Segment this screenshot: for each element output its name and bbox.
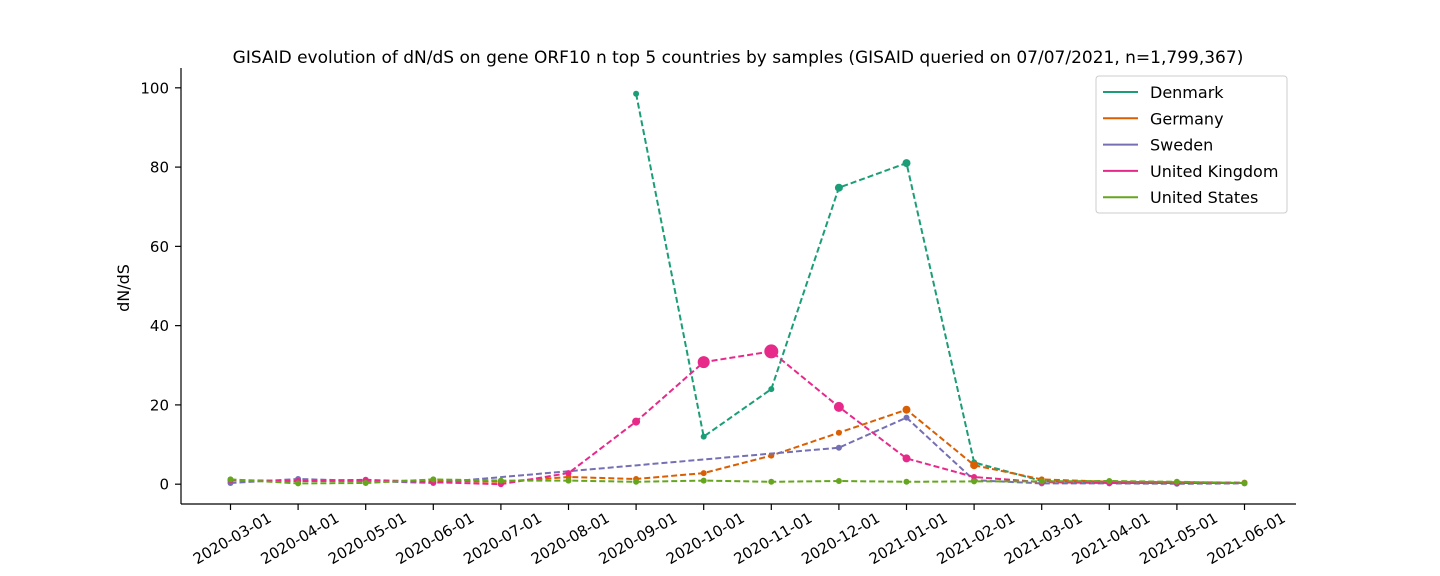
series-line [230,416,1245,485]
data-point [835,429,842,436]
data-point [833,401,844,412]
data-point [902,159,911,168]
data-point [835,444,842,451]
data-point [565,477,572,484]
y-axis-label: dN/dS [114,264,133,312]
data-point [764,344,779,359]
data-point [633,90,640,97]
data-point [970,461,979,470]
data-point [362,480,369,486]
data-point [632,417,641,426]
series-layer [227,90,1248,488]
series-united-kingdom [227,344,1248,488]
legend-label: Germany [1150,109,1224,128]
y-tick-label: 60 [150,238,169,256]
legend-label: United Kingdom [1150,162,1278,181]
legend-label: Sweden [1150,136,1213,155]
data-point [971,474,978,480]
y-tick-label: 80 [150,159,169,177]
series-line [230,478,1245,485]
y-tick-label: 40 [150,317,169,335]
chart-title: GISAID evolution of dN/dS on gene ORF10 … [233,48,1244,68]
legend-label: Denmark [1150,83,1224,102]
data-point [497,477,504,484]
series-line [230,408,1245,484]
y-tick-label: 0 [159,476,169,494]
y-ticks: 0 20 40 60 80 100 [140,79,181,494]
data-point [565,470,572,477]
legend-frame [1095,75,1288,214]
data-point [835,478,842,484]
data-point [700,477,707,484]
data-point [834,183,843,192]
data-point [633,478,640,485]
y-tick-label: 100 [140,79,169,97]
data-point [903,414,910,421]
data-point [430,476,437,483]
data-point [1241,480,1248,486]
data-point [1173,478,1180,485]
data-point [227,476,234,483]
legend: Denmark Germany Sweden United Kingdom United… [1095,75,1288,214]
data-point [903,478,910,485]
data-point [700,470,707,477]
series-line [635,93,1245,484]
data-point [902,405,911,414]
data-point [768,478,775,485]
data-point [971,478,978,485]
series-germany [227,405,1248,486]
series-united-states [227,476,1248,487]
data-point [295,480,302,487]
x-ticks: 2020-03-012020-04-012020-05-012020-06-01… [190,504,1289,568]
legend-label: United States [1150,188,1258,207]
data-point [1106,478,1113,484]
data-point [902,454,911,463]
y-tick-label: 20 [150,396,169,414]
data-point [700,433,707,440]
data-point [1038,478,1045,485]
data-point [697,356,710,369]
series-sweden [227,414,1248,487]
data-point [768,386,775,393]
